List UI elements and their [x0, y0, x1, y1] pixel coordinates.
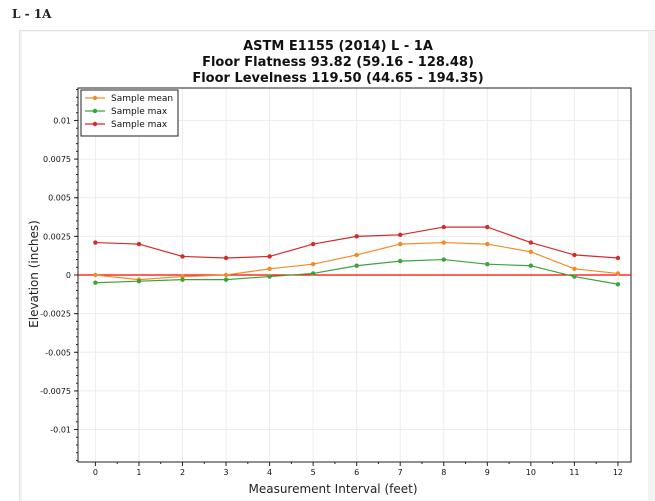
chart-title-line-2: Floor Flatness 93.82 (59.16 - 128.48) — [202, 55, 474, 70]
x-tick-label: 9 — [485, 468, 490, 477]
data-point — [398, 232, 403, 238]
data-point — [93, 272, 98, 278]
legend: Sample mean Sample max Sample max — [80, 89, 179, 137]
data-point — [485, 261, 490, 267]
data-point — [572, 252, 577, 258]
y-tick-label: 0.0025 — [43, 232, 71, 241]
y-tick-label: 0.005 — [48, 194, 71, 203]
data-point — [572, 266, 577, 272]
chart-title-line-1: ASTM E1155 (2014) L - 1A — [243, 39, 433, 54]
y-tick-label: -0.01 — [50, 426, 71, 435]
x-tick-label: 12 — [613, 468, 623, 477]
page-header: L - 1A — [0, 0, 655, 34]
legend-item: Sample max — [85, 107, 168, 117]
data-point — [485, 241, 490, 247]
data-point — [528, 249, 534, 255]
x-axis-label: Measurement Interval (feet) — [248, 482, 417, 496]
data-point — [354, 234, 359, 239]
legend-swatch-marker — [92, 121, 98, 127]
x-tick-label: 6 — [354, 468, 359, 477]
x-tick-label: 11 — [569, 468, 579, 477]
data-point — [441, 224, 446, 230]
data-point — [485, 224, 490, 230]
legend-swatch-marker — [92, 108, 98, 114]
y-tick-label: 0.0075 — [43, 155, 71, 164]
chart-title-line-3: Floor Levelness 119.50 (44.65 - 194.35) — [192, 71, 483, 86]
x-tick-label: 2 — [180, 468, 185, 477]
y-tick-label: -0.0075 — [40, 387, 71, 396]
series-3 — [93, 224, 621, 261]
data-point — [615, 271, 621, 276]
y-tick-label: -0.005 — [45, 348, 71, 357]
data-point — [93, 280, 98, 285]
data-point — [398, 241, 403, 247]
data-point — [136, 241, 142, 247]
legend-label: Sample mean — [111, 94, 173, 104]
data-point — [615, 282, 621, 287]
data-point — [180, 274, 185, 279]
legend-item: Sample max — [85, 120, 168, 130]
x-tick-label: 10 — [526, 468, 536, 477]
data-point — [310, 261, 316, 267]
chart-area: ASTM E1155 (2014) L - 1A Floor Flatness … — [22, 32, 648, 500]
ticks-layer: 0 1 2 3 4 5 6 7 8 9 10 11 120.010.00750.0050.00250-0… — [40, 89, 623, 477]
data-point — [136, 278, 142, 284]
x-tick-label: 4 — [267, 468, 272, 477]
data-point — [310, 241, 316, 247]
data-point — [267, 266, 272, 272]
data-point — [223, 277, 229, 282]
x-tick-label: 5 — [311, 468, 316, 477]
y-axis-label: Elevation (inches) — [27, 220, 41, 328]
y-tick-label: 0.01 — [53, 116, 71, 125]
x-tick-label: 1 — [136, 468, 141, 477]
chart-svg: ASTM E1155 (2014) L - 1A Floor Flatness … — [27, 39, 632, 496]
data-point — [572, 274, 577, 279]
data-point — [223, 255, 229, 261]
y-tick-label: -0.0025 — [40, 310, 71, 319]
data-point — [615, 255, 621, 261]
series-2 — [93, 257, 621, 287]
legend-item: Sample mean — [85, 94, 173, 104]
x-tick-label: 8 — [441, 468, 446, 477]
data-point — [267, 254, 272, 259]
data-point — [528, 263, 534, 268]
data-point — [93, 240, 98, 245]
x-tick-label: 0 — [93, 468, 98, 477]
legend-swatch-marker — [92, 95, 98, 101]
data-point — [180, 277, 185, 282]
legend-label: Sample max — [111, 107, 168, 117]
data-point — [441, 257, 446, 262]
series-1 — [93, 240, 621, 282]
data-point — [310, 271, 316, 276]
x-tick-label: 3 — [224, 468, 229, 477]
series-layer — [93, 224, 621, 287]
data-point — [441, 240, 446, 245]
data-point — [223, 272, 229, 278]
data-point — [267, 274, 272, 279]
data-point — [354, 263, 359, 268]
data-point — [354, 252, 359, 258]
data-point — [180, 254, 185, 259]
page-title: L - 1A — [12, 7, 52, 21]
y-tick-label: 0 — [66, 271, 71, 280]
legend-label: Sample max — [111, 120, 168, 130]
data-point — [398, 258, 403, 264]
data-point — [528, 240, 534, 245]
x-tick-label: 7 — [398, 468, 403, 477]
